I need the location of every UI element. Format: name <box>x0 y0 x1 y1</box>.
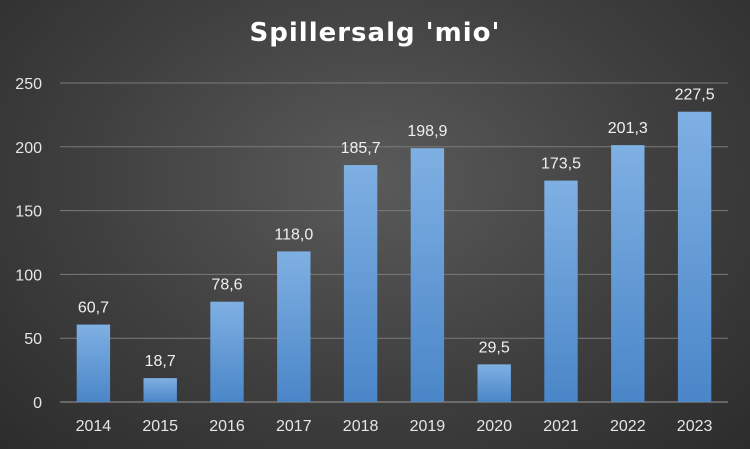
data-label-2016: 78,6 <box>211 277 242 294</box>
bar-2021 <box>544 180 578 402</box>
data-label-2019: 198,9 <box>407 123 447 140</box>
data-label-2017: 118,0 <box>274 226 313 243</box>
bar-2020 <box>477 364 511 402</box>
x-tick-label-2017: 2017 <box>276 418 312 435</box>
x-tick-label-2021: 2021 <box>543 418 579 435</box>
x-tick-label-2015: 2015 <box>142 418 178 435</box>
bars <box>76 111 712 403</box>
x-tick-label-2016: 2016 <box>209 418 245 435</box>
chart-title: Spillersalg 'mio' <box>249 18 501 48</box>
y-tick-label-0: 0 <box>33 395 42 412</box>
data-label-2021: 173,5 <box>541 156 581 173</box>
bar-2014 <box>76 324 111 402</box>
data-label-2023: 227,5 <box>675 87 715 104</box>
bar-2018 <box>343 165 378 402</box>
bar-2019 <box>410 148 445 402</box>
bar-2022 <box>611 145 645 402</box>
y-tick-label-250: 250 <box>15 76 42 93</box>
y-tick-label-150: 150 <box>15 204 42 221</box>
data-label-2020: 29,5 <box>479 339 510 356</box>
bar-2015 <box>143 378 177 402</box>
bar-2016 <box>210 301 244 402</box>
bar-2023 <box>677 111 712 403</box>
data-label-2022: 201,3 <box>608 120 648 137</box>
x-tick-label-2020: 2020 <box>476 418 512 435</box>
x-tick-label-2022: 2022 <box>610 418 646 435</box>
x-tick-label-2019: 2019 <box>410 418 446 435</box>
y-tick-label-50: 50 <box>24 331 42 348</box>
x-tick-label-2018: 2018 <box>343 418 379 435</box>
y-axis-tick-labels: 0 50 100 150 200 250 <box>15 76 42 412</box>
data-label-2018: 185,7 <box>341 140 381 157</box>
y-tick-label-100: 100 <box>15 267 42 284</box>
bar-2017 <box>277 251 311 402</box>
x-tick-label-2014: 2014 <box>76 418 112 435</box>
y-tick-label-200: 200 <box>15 140 42 157</box>
data-label-2015: 18,7 <box>145 353 176 370</box>
data-labels: 60,7 18,7 78,6 118,0 185,7 198,9 29,5 173,5 201,… <box>78 87 715 370</box>
x-tick-label-2023: 2023 <box>677 418 713 435</box>
x-axis-tick-labels: 2014 2015 2016 2017 2018 2019 2020 2021 2022 2023 <box>76 418 713 435</box>
data-label-2014: 60,7 <box>78 300 109 317</box>
